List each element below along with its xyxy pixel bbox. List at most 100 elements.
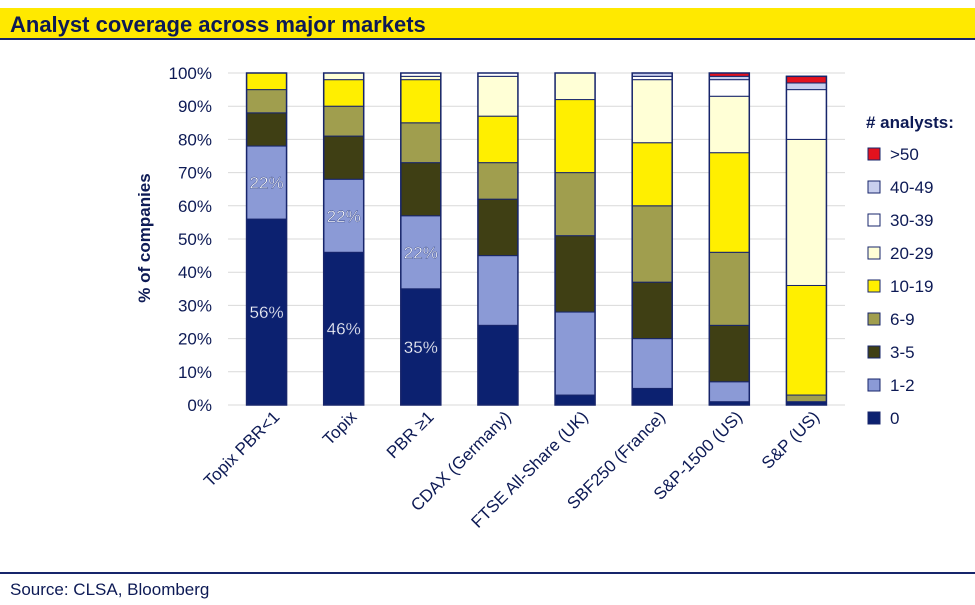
legend-swatch xyxy=(867,411,881,425)
bar-segment xyxy=(323,105,365,137)
y-tick-label: 20% xyxy=(178,330,212,349)
y-tick-label: 70% xyxy=(178,164,212,183)
legend-label: 10-19 xyxy=(890,277,933,296)
bar-stack xyxy=(554,72,596,406)
data-label: 35% xyxy=(404,338,438,357)
bar-segment xyxy=(554,72,596,101)
bar-stacks: 56% 22% 46% 22% 35% 22% xyxy=(245,72,828,406)
legend-item: 30-39 xyxy=(867,211,933,230)
x-tick-label: S&P (US) xyxy=(758,407,823,472)
bar-segment xyxy=(631,338,673,389)
title-bar: Analyst coverage across major markets xyxy=(0,8,975,40)
bar-stack xyxy=(785,75,828,406)
x-tick-label: Topix xyxy=(319,407,361,449)
bar-segment xyxy=(323,72,365,81)
chart-title: Analyst coverage across major markets xyxy=(10,12,426,37)
legend-swatch xyxy=(867,180,881,194)
legend-swatch xyxy=(867,345,881,359)
bar-segment xyxy=(477,162,519,200)
data-label: 56% xyxy=(250,303,284,322)
legend-swatch xyxy=(867,213,881,227)
bar-segment xyxy=(785,284,827,396)
y-tick-label: 60% xyxy=(178,197,212,216)
legend-item: 1-2 xyxy=(867,376,915,395)
bar-outline xyxy=(631,72,673,406)
y-tick-label: 50% xyxy=(178,230,212,249)
data-label: 22% xyxy=(250,174,284,193)
legend-item: 0 xyxy=(867,409,899,428)
legend-label: 30-39 xyxy=(890,211,933,230)
bar-segment xyxy=(631,142,673,207)
bar-stack xyxy=(245,72,288,406)
legend-item: 6-9 xyxy=(867,310,915,329)
bar-segment xyxy=(554,235,596,313)
y-axis-label: % of companies xyxy=(135,173,154,302)
y-tick-label: 10% xyxy=(178,363,212,382)
bar-segment xyxy=(554,99,596,174)
bar-outline xyxy=(708,72,751,406)
legend-swatch xyxy=(867,147,881,161)
bar-segment xyxy=(477,324,519,406)
legend-label: 0 xyxy=(890,409,899,428)
bar-segment xyxy=(631,387,673,406)
bar-segment xyxy=(554,394,596,406)
footer-rule xyxy=(0,572,975,574)
source-note: Source: CLSA, Bloomberg xyxy=(10,580,210,599)
legend-label: 3-5 xyxy=(890,343,915,362)
legend-label: >50 xyxy=(890,145,919,164)
bar-segment xyxy=(708,381,750,403)
data-label: 22% xyxy=(327,207,361,226)
bar-stack xyxy=(631,72,673,406)
bar-segment xyxy=(477,198,519,257)
gridlines xyxy=(228,72,845,406)
bar-segment xyxy=(785,138,827,286)
legend-item: 40-49 xyxy=(867,178,933,197)
legend-label: 1-2 xyxy=(890,376,915,395)
bar-segment xyxy=(785,82,827,91)
bar-segment xyxy=(400,122,442,164)
legend-title: # analysts: xyxy=(866,113,954,132)
bar-outline xyxy=(477,72,519,406)
bar-outline xyxy=(400,72,442,406)
bar-stack xyxy=(477,72,519,406)
bar-segment xyxy=(785,394,827,403)
bar-stack xyxy=(708,72,751,406)
bar-segment xyxy=(708,79,750,97)
data-label: 22% xyxy=(404,243,438,262)
legend-item: >50 xyxy=(867,145,919,164)
legend: # analysts: >50 40-49 30-39 20-29 10-19 6-9 3-… xyxy=(866,113,954,428)
legend-item: 10-19 xyxy=(867,277,933,296)
y-tick-label: 90% xyxy=(178,97,212,116)
y-tick-label: 40% xyxy=(178,263,212,282)
bar-segment xyxy=(554,311,596,396)
stacked-bar-chart: 0% 10% 20% 30% 40% 50% 60% 70% 80% 90% 100% % of c… xyxy=(135,64,954,532)
legend-label: 6-9 xyxy=(890,310,915,329)
bar-stack xyxy=(322,72,365,406)
bar-segment xyxy=(708,152,750,253)
bar-outline xyxy=(554,72,596,406)
legend-label: 40-49 xyxy=(890,178,933,197)
bar-segment xyxy=(323,135,365,180)
legend-item: 20-29 xyxy=(867,244,933,263)
legend-swatch xyxy=(867,279,881,293)
bar-segment xyxy=(708,324,750,383)
legend-swatch xyxy=(867,378,881,392)
bar-segment xyxy=(708,95,750,154)
legend-swatch xyxy=(867,312,881,326)
legend-label: 20-29 xyxy=(890,244,933,263)
y-axis-ticks: 0% 10% 20% 30% 40% 50% 60% 70% 80% 90% 100% xyxy=(169,64,212,415)
bar-segment xyxy=(554,172,596,237)
bar-segment xyxy=(477,75,519,117)
y-tick-label: 80% xyxy=(178,130,212,149)
bar-segment xyxy=(246,112,288,147)
bar-segment xyxy=(477,115,519,164)
bar-segment xyxy=(785,89,827,140)
y-tick-label: 30% xyxy=(178,296,212,315)
bar-segment xyxy=(477,255,519,326)
y-tick-label: 0% xyxy=(187,396,212,415)
bar-segment xyxy=(246,89,288,114)
legend-item: 3-5 xyxy=(867,343,915,362)
bar-segment xyxy=(246,218,288,406)
bar-segment xyxy=(323,79,365,107)
bar-segment xyxy=(246,72,288,91)
